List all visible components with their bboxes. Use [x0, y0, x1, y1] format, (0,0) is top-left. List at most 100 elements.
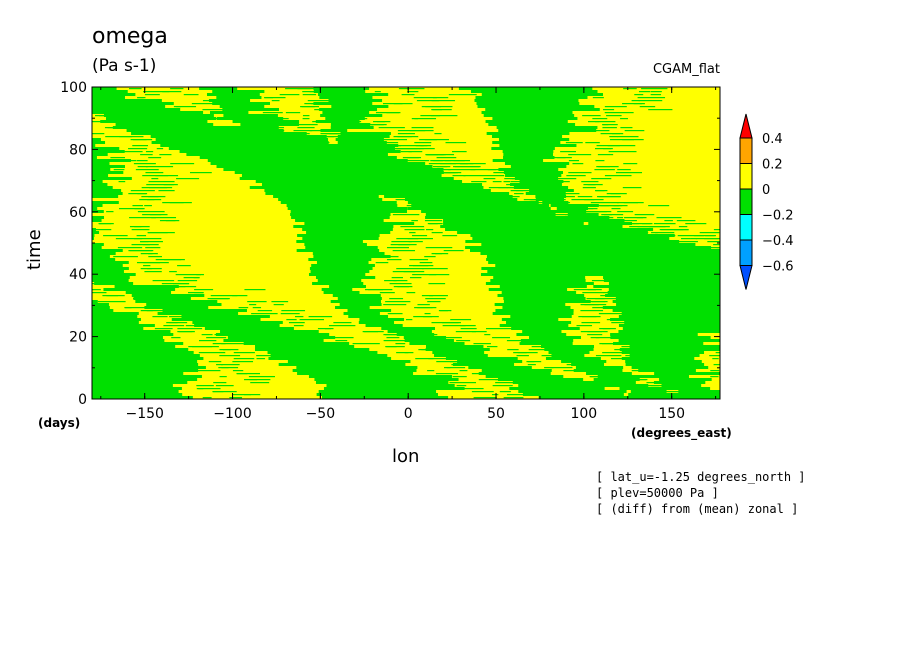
- negative-anomaly-streak: [713, 364, 720, 366]
- negative-anomaly-streak: [212, 391, 224, 393]
- negative-anomaly-streak: [620, 127, 633, 129]
- negative-anomaly-streak: [523, 199, 547, 201]
- negative-anomaly-streak: [145, 172, 164, 174]
- negative-anomaly-streak: [131, 229, 150, 231]
- negative-anomaly-band: [502, 306, 571, 309]
- negative-anomaly-streak: [198, 388, 221, 390]
- negative-anomaly-streak: [601, 343, 619, 345]
- negative-anomaly-streak: [431, 232, 443, 234]
- negative-anomaly-band: [493, 225, 590, 228]
- negative-anomaly-band: [92, 237, 94, 240]
- negative-anomaly-streak: [599, 211, 612, 213]
- negative-anomaly-streak: [247, 301, 267, 303]
- negative-anomaly-band: [330, 300, 382, 303]
- negative-anomaly-band: [544, 348, 594, 351]
- negative-anomaly-band: [212, 102, 270, 105]
- negative-anomaly-band: [481, 111, 573, 114]
- negative-anomaly-streak: [392, 250, 416, 252]
- negative-anomaly-band: [445, 228, 564, 231]
- negative-anomaly-band: [92, 249, 123, 252]
- negative-anomaly-streak: [580, 310, 604, 312]
- negative-anomaly-streak: [152, 280, 175, 282]
- negative-anomaly-streak: [620, 118, 628, 120]
- negative-anomaly-band: [92, 180, 103, 183]
- negative-anomaly-streak: [596, 166, 610, 168]
- negative-anomaly-band: [105, 117, 217, 120]
- negative-anomaly-streak: [210, 295, 238, 297]
- negative-anomaly-streak: [297, 127, 315, 129]
- negative-anomaly-streak: [411, 220, 418, 222]
- negative-anomaly-streak: [198, 352, 226, 354]
- negative-anomaly-streak: [97, 301, 126, 303]
- negative-anomaly-streak: [606, 193, 627, 195]
- negative-anomaly-band: [92, 384, 173, 387]
- negative-anomaly-streak: [293, 325, 304, 327]
- negative-anomaly-streak: [384, 334, 402, 336]
- negative-anomaly-streak: [117, 151, 143, 153]
- negative-anomaly-streak: [595, 355, 622, 357]
- negative-anomaly-band: [485, 120, 568, 123]
- negative-anomaly-band: [92, 348, 189, 351]
- negative-anomaly-streak: [428, 358, 455, 360]
- negative-anomaly-band: [457, 360, 523, 363]
- negative-anomaly-streak: [92, 289, 94, 291]
- negative-anomaly-streak: [623, 88, 637, 90]
- negative-anomaly-streak: [389, 298, 404, 300]
- negative-anomaly-streak: [411, 127, 434, 129]
- negative-anomaly-band: [618, 339, 720, 342]
- negative-anomaly-streak: [456, 385, 467, 387]
- negative-anomaly-band: [160, 144, 282, 147]
- negative-anomaly-streak: [664, 220, 673, 222]
- negative-anomaly-streak: [491, 394, 499, 396]
- negative-anomaly-streak: [148, 253, 158, 255]
- negative-anomaly-streak: [604, 175, 632, 177]
- negative-anomaly-streak: [705, 235, 715, 237]
- negative-anomaly-streak: [145, 151, 154, 153]
- negative-anomaly-band: [332, 294, 381, 297]
- negative-anomaly-streak: [210, 298, 230, 300]
- negative-anomaly-band: [691, 264, 720, 267]
- negative-anomaly-band: [133, 297, 191, 300]
- negative-anomaly-band: [162, 309, 247, 312]
- negative-anomaly-streak: [189, 172, 212, 174]
- negative-anomaly-streak: [565, 142, 583, 144]
- negative-anomaly-streak: [483, 193, 506, 195]
- negative-anomaly-streak: [445, 142, 467, 144]
- negative-anomaly-streak: [452, 376, 467, 378]
- negative-anomaly-band: [647, 249, 720, 252]
- negative-anomaly-streak: [581, 322, 601, 324]
- negative-anomaly-streak: [302, 94, 317, 96]
- negative-anomaly-streak: [393, 136, 419, 138]
- negative-anomaly-band: [92, 231, 100, 234]
- negative-anomaly-streak: [128, 148, 148, 150]
- negative-anomaly-band: [316, 261, 369, 264]
- negative-anomaly-band: [422, 195, 481, 198]
- negative-anomaly-band: [496, 126, 598, 129]
- negative-anomaly-band: [671, 261, 720, 264]
- negative-anomaly-band: [210, 111, 249, 114]
- negative-anomaly-band: [92, 387, 182, 390]
- negative-anomaly-streak: [454, 166, 480, 168]
- negative-anomaly-streak: [127, 160, 136, 162]
- negative-anomaly-band: [168, 147, 298, 150]
- negative-anomaly-band: [478, 219, 560, 222]
- negative-anomaly-band: [616, 303, 720, 306]
- negative-anomaly-streak: [146, 184, 174, 186]
- negative-anomaly-streak: [460, 328, 477, 330]
- negative-anomaly-streak: [110, 157, 125, 159]
- negative-anomaly-streak: [177, 331, 195, 333]
- negative-anomaly-streak: [99, 115, 107, 117]
- negative-anomaly-band: [510, 315, 572, 318]
- negative-anomaly-band: [315, 381, 449, 384]
- negative-anomaly-streak: [250, 382, 270, 384]
- negative-anomaly-streak: [352, 343, 380, 345]
- negative-anomaly-streak: [409, 130, 434, 132]
- negative-anomaly-band: [610, 333, 698, 336]
- negative-anomaly-band: [92, 171, 124, 174]
- negative-anomaly-streak: [155, 175, 179, 177]
- negative-anomaly-band: [485, 375, 564, 378]
- colorbar-box: [739, 214, 753, 241]
- negative-anomaly-streak: [137, 193, 147, 195]
- negative-anomaly-band: [373, 165, 433, 168]
- y-tick-label: 0: [78, 392, 87, 408]
